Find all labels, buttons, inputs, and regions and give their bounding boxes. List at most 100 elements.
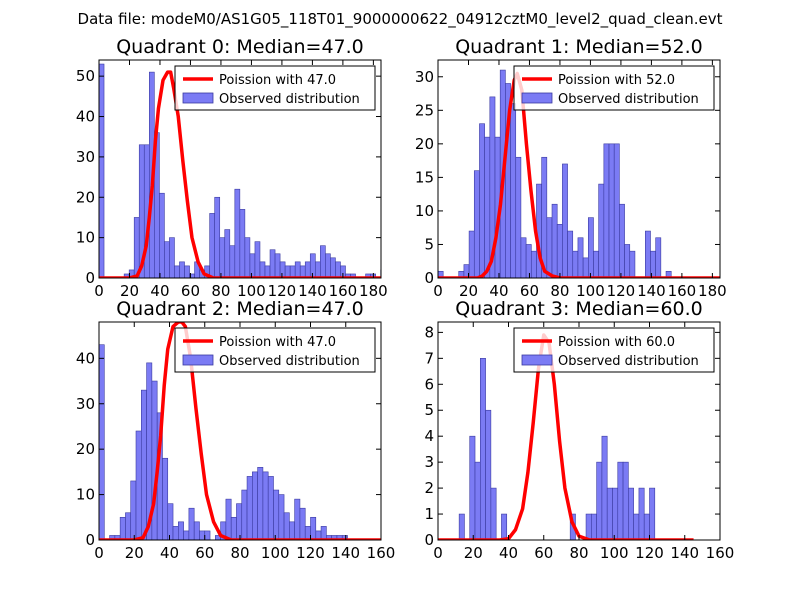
histogram-bar xyxy=(619,203,625,278)
subplot-title: Quadrant 3: Median=60.0 xyxy=(455,298,703,320)
histogram-bar xyxy=(99,63,105,278)
y-tick-label: 20 xyxy=(76,440,95,458)
legend-hist-label: Observed distribution xyxy=(558,92,699,107)
y-tick-label: 8 xyxy=(424,323,434,341)
histogram-bar xyxy=(556,224,563,278)
histogram-bar xyxy=(264,265,271,278)
subplot-quadrant-0: Quadrant 0: Median=47.00 20 40 60 80 100 120 14… xyxy=(76,36,388,300)
histogram-bar xyxy=(294,498,301,540)
histogram-bar xyxy=(130,480,137,540)
subplot-title: Quadrant 2: Median=47.0 xyxy=(116,298,364,320)
x-tick-label: 60 xyxy=(534,544,553,562)
legend-poisson-label: Poission with 52.0 xyxy=(558,73,675,88)
histogram-bar xyxy=(99,344,105,540)
legend: Poission with 47.0 Observed distribution xyxy=(174,65,376,111)
histogram-bar xyxy=(188,507,195,540)
histogram-bar xyxy=(283,512,290,540)
histogram-bar xyxy=(159,192,165,278)
x-tick-label: 140 xyxy=(670,544,699,562)
x-tick-label: 120 xyxy=(268,282,297,300)
x-tick-label: 140 xyxy=(637,282,666,300)
histogram-bar xyxy=(596,461,603,540)
x-tick-label: 160 xyxy=(329,282,358,300)
histogram-bar xyxy=(335,261,341,278)
x-tick-label: 40 xyxy=(160,544,179,562)
y-tick-label: 5 xyxy=(424,401,434,419)
x-tick-label: 160 xyxy=(706,544,735,562)
histogram-bar xyxy=(510,103,517,278)
histogram-bar xyxy=(458,513,465,540)
histogram-bar xyxy=(485,409,492,540)
y-tick-label: 10 xyxy=(415,202,434,220)
histogram-bar xyxy=(655,237,662,278)
y-tick-label: 1 xyxy=(424,505,434,523)
histogram-bar xyxy=(608,143,615,278)
figure-suptitle: Data file: modeM0/AS1G05_118T01_90000006… xyxy=(78,10,723,29)
histogram-bar xyxy=(241,489,248,540)
histogram-bar xyxy=(314,261,321,278)
histogram-bar xyxy=(585,513,592,540)
x-tick-label: 40 xyxy=(499,544,518,562)
histogram-bar xyxy=(214,196,221,278)
y-tick-label: 4 xyxy=(424,427,434,445)
histogram-bar xyxy=(603,143,610,278)
histogram-bar xyxy=(606,487,613,540)
histogram-bar xyxy=(562,163,568,278)
x-tick-label: 160 xyxy=(668,282,697,300)
x-tick-label: 100 xyxy=(237,282,266,300)
histogram-bar xyxy=(257,467,264,540)
histogram-bar xyxy=(278,494,285,540)
legend-hist-swatch xyxy=(521,354,553,366)
histogram-bar xyxy=(172,526,179,540)
poisson-line xyxy=(99,70,381,278)
histogram-bar xyxy=(612,487,619,540)
histogram-bar xyxy=(582,257,589,278)
y-tick-label: 6 xyxy=(424,375,434,393)
histogram-bar xyxy=(289,265,296,278)
histogram-bar xyxy=(617,461,624,540)
x-tick-label: 160 xyxy=(367,544,396,562)
histogram-bar xyxy=(468,230,475,278)
histogram-bar xyxy=(598,183,605,278)
histogram-bar xyxy=(284,265,291,278)
histogram-bar xyxy=(587,217,594,278)
subplot-quadrant-3: Quadrant 3: Median=60.00 20 40 60 80 100 120 14… xyxy=(424,298,734,562)
histogram-bar xyxy=(269,249,276,278)
y-tick-label: 30 xyxy=(415,68,434,86)
histogram-bar xyxy=(624,244,631,278)
histogram-bar xyxy=(551,203,558,278)
y-tick-label: 30 xyxy=(76,148,95,166)
subplot-quadrant-1: Quadrant 1: Median=52.00 20 40 60 80 100 120 14… xyxy=(415,36,727,300)
histogram-bar xyxy=(479,358,486,540)
axes-frame xyxy=(437,59,721,279)
x-tick-label: 100 xyxy=(261,544,290,562)
x-tick-label: 60 xyxy=(195,544,214,562)
histogram-bar xyxy=(199,530,206,540)
y-tick-label: 3 xyxy=(424,453,434,471)
histogram-bar xyxy=(572,250,579,278)
histogram-bar xyxy=(279,261,286,278)
plot-area xyxy=(99,322,381,540)
histogram-bar xyxy=(515,156,522,278)
x-tick-label: 180 xyxy=(359,282,388,300)
histogram-bar xyxy=(325,253,331,278)
histogram-bar xyxy=(310,516,317,540)
histogram-bar xyxy=(151,380,158,540)
histogram-bar xyxy=(179,261,185,278)
x-tick-label: 140 xyxy=(298,282,327,300)
histogram-bar xyxy=(135,430,142,540)
histogram-bar xyxy=(638,487,645,540)
x-tick-label: 0 xyxy=(433,544,443,562)
histogram-bar xyxy=(141,389,147,540)
histogram-bar xyxy=(304,261,311,278)
x-tick-label: 60 xyxy=(520,282,539,300)
histogram-bar xyxy=(304,526,311,540)
histogram-bar xyxy=(340,265,346,278)
x-tick-label: 100 xyxy=(576,282,605,300)
histogram-bar xyxy=(239,209,246,278)
histogram-bar xyxy=(665,270,672,278)
histogram-bar xyxy=(530,250,537,278)
histogram-bar xyxy=(546,217,553,278)
histogram-bar xyxy=(591,513,597,540)
